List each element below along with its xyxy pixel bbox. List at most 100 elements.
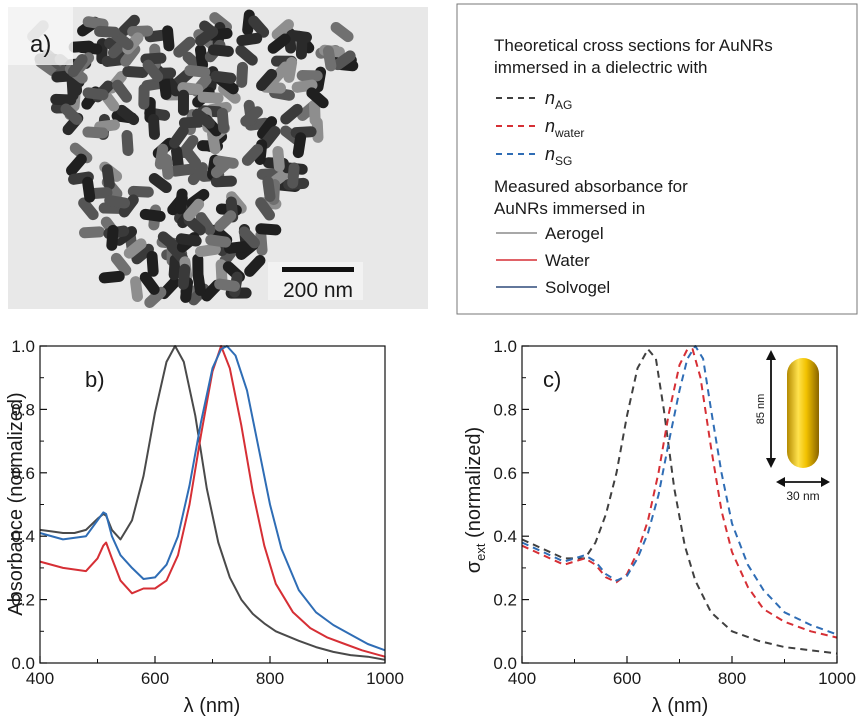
nanorod bbox=[169, 125, 189, 149]
panel-c-ytick-label: 1.0 bbox=[493, 337, 517, 356]
legend-heading-line2: immersed in a dielectric with bbox=[494, 58, 708, 77]
panel-b-ticks: 400 600 800 1000 0.0 0.2 0.4 0.6 0.8 1.0 bbox=[11, 337, 404, 688]
nanorod bbox=[177, 263, 191, 290]
panel-c-chart: 400 600 800 1000 0.0 0.2 0.4 0.6 0.8 1.0 c) λ (nm… bbox=[463, 337, 856, 717]
panel-b-label: b) bbox=[85, 367, 105, 392]
nanorod bbox=[214, 278, 241, 292]
nanorod bbox=[127, 25, 154, 38]
panel-b-series-2 bbox=[39, 345, 386, 652]
nanorod bbox=[256, 68, 278, 91]
nanorod bbox=[138, 83, 150, 110]
nanorod bbox=[112, 79, 133, 103]
nanorod bbox=[104, 195, 131, 209]
scale-bar-label: 200 nm bbox=[283, 279, 353, 302]
nanorod bbox=[68, 40, 95, 53]
nanorod bbox=[82, 176, 96, 203]
label-backdrop bbox=[8, 7, 73, 65]
nanorod bbox=[255, 229, 268, 256]
nanorod bbox=[272, 145, 285, 172]
nanorod bbox=[171, 145, 184, 172]
width-label: 30 nm bbox=[786, 489, 819, 503]
panel-b-ylabel: Absorbance (normalized) bbox=[5, 392, 27, 615]
nanorod bbox=[280, 103, 303, 125]
nanorod bbox=[187, 162, 208, 186]
nanorod bbox=[238, 226, 260, 249]
nanorod bbox=[292, 132, 307, 159]
nanorod bbox=[210, 70, 237, 84]
nanorod bbox=[122, 66, 149, 78]
nanorod bbox=[82, 126, 109, 139]
nanorod-inset: 85 nm 30 nm bbox=[755, 350, 830, 503]
nanorod bbox=[255, 197, 275, 221]
panel-a-label: a) bbox=[30, 31, 51, 58]
nanorod bbox=[116, 104, 140, 126]
panel-b-series bbox=[39, 345, 386, 661]
nanorod bbox=[235, 44, 258, 66]
legend-label-aerogel: Aerogel bbox=[545, 224, 604, 243]
nanorod bbox=[178, 135, 199, 158]
panel-c-label: c) bbox=[543, 367, 561, 392]
nanorod bbox=[195, 243, 221, 258]
panel-b-xtick-label: 800 bbox=[256, 669, 284, 688]
nanorod bbox=[123, 238, 147, 259]
nanorod bbox=[158, 74, 172, 100]
nanorod bbox=[148, 113, 160, 140]
nanorod bbox=[236, 32, 263, 47]
nanorod bbox=[195, 26, 219, 47]
legend-frame bbox=[456, 3, 858, 315]
nanorod bbox=[120, 43, 141, 67]
nanorod bbox=[214, 210, 237, 232]
nanorod bbox=[142, 59, 164, 83]
nanorod bbox=[146, 250, 159, 277]
panel-c-series-2 bbox=[521, 345, 838, 636]
nanorod bbox=[169, 163, 196, 177]
nanorod bbox=[106, 224, 119, 251]
nanorod bbox=[131, 243, 154, 265]
panel-b-frame bbox=[39, 345, 386, 664]
panel-b-series-0 bbox=[39, 345, 386, 661]
nanorod bbox=[98, 270, 125, 284]
nanorod bbox=[244, 254, 266, 277]
panel-c-xtick-label: 600 bbox=[613, 669, 641, 688]
nanorod bbox=[148, 173, 172, 194]
nanorod bbox=[60, 103, 83, 125]
nanorod bbox=[130, 276, 143, 303]
nanorod bbox=[241, 143, 264, 166]
panel-c-ytick-label: 0.2 bbox=[493, 591, 517, 610]
nanorod bbox=[257, 116, 278, 140]
gold-nanorod bbox=[787, 358, 819, 468]
panel-b-ytick-label: 0.4 bbox=[11, 527, 35, 546]
panel-c-series-0 bbox=[521, 348, 838, 655]
nanorod bbox=[157, 231, 181, 252]
nanorod bbox=[205, 234, 232, 248]
legend-label-n-ag: nAG bbox=[545, 88, 572, 112]
panel-c-xtick-label: 1000 bbox=[818, 669, 856, 688]
nanorod bbox=[295, 33, 308, 60]
nanorod bbox=[248, 15, 270, 38]
nanorod bbox=[154, 143, 169, 170]
panel-c-series bbox=[521, 345, 838, 655]
nanorod bbox=[236, 61, 249, 88]
nanorod bbox=[207, 44, 234, 57]
panel-c-frame bbox=[521, 345, 838, 664]
panel-b-series-1 bbox=[39, 345, 386, 658]
nanorod bbox=[139, 208, 166, 222]
length-label: 85 nm bbox=[755, 394, 767, 425]
legend-label-n-sg: nSG bbox=[545, 144, 572, 168]
panel-b-xlabel: λ (nm) bbox=[184, 695, 241, 717]
nanorod bbox=[184, 64, 211, 78]
legend-measured-heading-line2: AuNRs immersed in bbox=[494, 199, 645, 218]
panel-c-ytick-label: 0.6 bbox=[493, 464, 517, 483]
nanorod bbox=[287, 162, 300, 189]
panel-b-ytick-label: 0.2 bbox=[11, 591, 35, 610]
nanorod bbox=[101, 164, 115, 191]
panel-c-xtick-label: 400 bbox=[508, 669, 536, 688]
nanorod bbox=[78, 197, 99, 221]
panel-b-ytick-label: 1.0 bbox=[11, 337, 35, 356]
nanorod bbox=[144, 286, 167, 308]
legend-measured-heading-line1: Measured absorbance for bbox=[494, 177, 688, 196]
nanorod bbox=[94, 25, 121, 38]
panel-b-ytick-label: 0.0 bbox=[11, 654, 35, 673]
nanorod bbox=[262, 176, 276, 202]
